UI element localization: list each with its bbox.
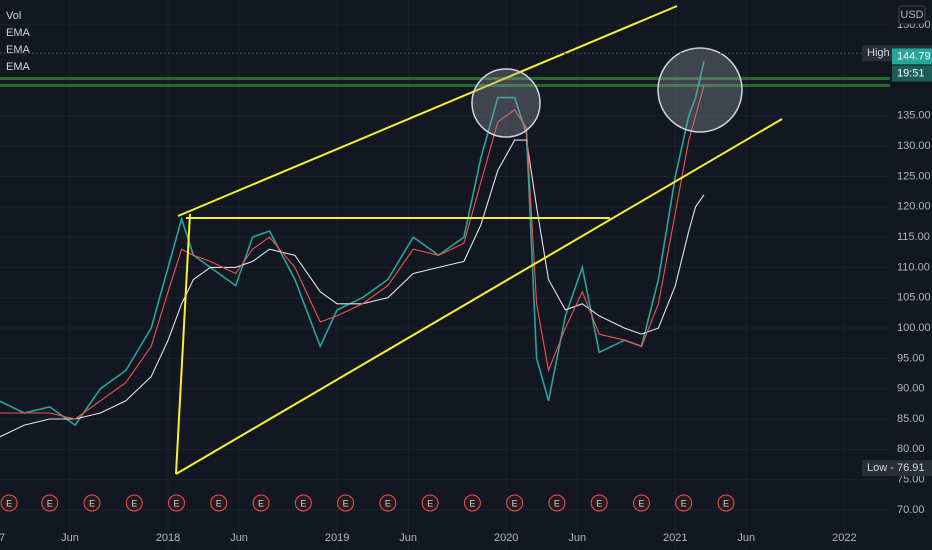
currency-box	[898, 5, 926, 25]
indicator-label: EMA	[6, 44, 31, 56]
currency: USD	[900, 9, 923, 21]
countdown: 19:51	[897, 67, 925, 79]
earnings-label: E	[512, 498, 518, 508]
x-tick-label: Jun	[61, 532, 79, 544]
countdown-box	[892, 65, 932, 82]
y-tick-label: 110.00	[897, 261, 930, 273]
earnings-marker	[590, 494, 608, 512]
earnings-marker	[294, 494, 312, 512]
earnings-marker	[379, 494, 397, 512]
earnings-marker	[337, 494, 355, 512]
y-tick-label: 100.00	[897, 322, 931, 334]
highlight-circle	[471, 68, 541, 138]
y-tick-label: 95.00	[897, 352, 925, 364]
y-tick-label: 105.00	[897, 292, 931, 304]
earnings-label: E	[681, 498, 687, 508]
y-tick-label: 85.00	[897, 413, 925, 425]
axis: 70.00 75.00 80.00 85.00 90.00 95.00 100.00 105.…	[0, 19, 931, 544]
y-tick-label: 130.00	[897, 140, 931, 152]
series-line	[0, 85, 705, 420]
last-price-box	[892, 48, 932, 65]
low-box	[862, 460, 932, 477]
indicator-label: Vol	[6, 10, 21, 22]
x-tick-label: 2022	[832, 532, 856, 544]
earnings-label: E	[638, 498, 644, 508]
earnings-label: E	[723, 498, 729, 508]
y-tick-label: 120.00	[897, 201, 931, 213]
earnings-marker	[41, 494, 59, 512]
earnings-label: E	[427, 498, 433, 508]
earnings-marker	[506, 494, 524, 512]
x-tick-label: 2018	[156, 532, 180, 544]
x-tick-label: 17	[0, 532, 5, 544]
earnings-label: E	[469, 498, 475, 508]
earnings-label: E	[6, 498, 12, 508]
x-tick-label: Jun	[399, 532, 417, 544]
earnings-label: E	[596, 498, 602, 508]
earnings-label: E	[300, 498, 306, 508]
earnings-marker	[632, 494, 650, 512]
trend-line	[177, 5, 678, 217]
x-tick-label: Jun	[230, 532, 248, 544]
x-tick-label: 2020	[494, 532, 518, 544]
y-tick-label: 90.00	[897, 383, 925, 395]
price-axis	[890, 0, 932, 550]
x-tick-label: 2019	[325, 532, 349, 544]
support-band	[0, 84, 890, 87]
y-tick-label: 70.00	[897, 504, 925, 516]
y-tick-label: 75.00	[897, 474, 925, 486]
earnings-marker	[548, 494, 566, 512]
earnings-label: E	[258, 498, 264, 508]
earnings-marker	[168, 494, 186, 512]
indicator-label: EMA	[6, 61, 31, 73]
x-tick-label: Jun	[737, 532, 755, 544]
earnings-marker	[0, 494, 18, 512]
earnings-label: E	[385, 498, 391, 508]
trend-line	[175, 213, 191, 475]
x-tick-label: 2021	[663, 532, 687, 544]
earnings-label: E	[174, 498, 180, 508]
y-tick-label: 125.00	[897, 170, 931, 182]
indicator-label: EMA	[6, 27, 31, 39]
earnings-marker	[717, 494, 735, 512]
earnings-marker	[463, 494, 481, 512]
earnings-marker	[421, 494, 439, 512]
support-band	[0, 77, 890, 80]
earnings-marker	[210, 494, 228, 512]
drawings	[175, 5, 783, 475]
y-tick-label: 115.00	[897, 231, 930, 243]
x-tick-label: Jun	[568, 532, 586, 544]
earnings-marker	[83, 494, 101, 512]
earnings-label: E	[89, 498, 95, 508]
highlight-circle	[657, 47, 743, 133]
last-price: 144.79	[897, 50, 931, 62]
trend-line	[175, 118, 783, 475]
earnings-label: E	[131, 498, 137, 508]
earnings-marker	[125, 494, 143, 512]
series-line	[0, 61, 705, 427]
y-tick-label: 135.00	[897, 110, 931, 122]
earnings-label: E	[554, 498, 560, 508]
earnings-marker	[675, 494, 693, 512]
series-line	[0, 139, 705, 438]
low-label: Low - 76.91	[867, 462, 924, 474]
y-tick-label: 80.00	[897, 443, 925, 455]
earnings-marker	[252, 494, 270, 512]
earnings-label: E	[343, 498, 349, 508]
earnings-label: E	[47, 498, 53, 508]
earnings-label: E	[216, 498, 222, 508]
